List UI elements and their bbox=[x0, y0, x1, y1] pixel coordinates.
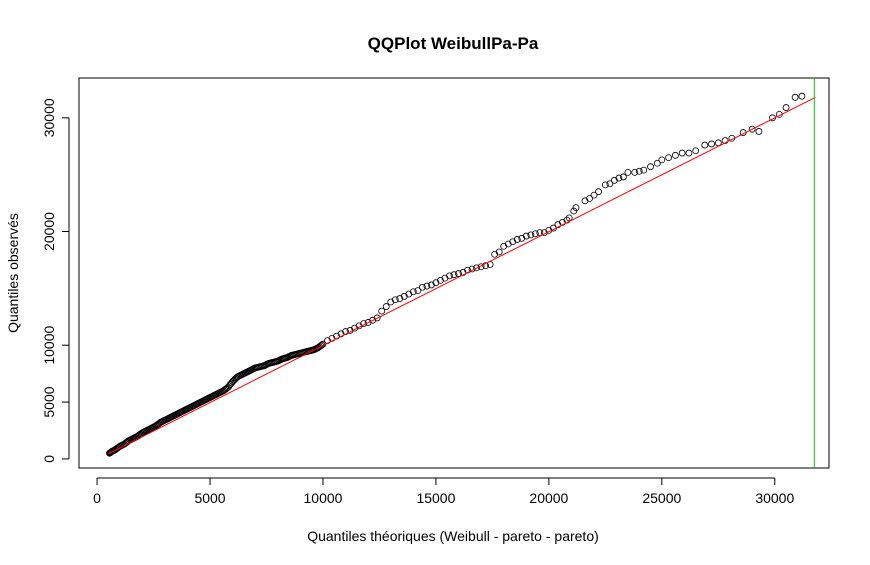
x-axis-label: Quantiles théoriques (Weibull - pareto -… bbox=[307, 528, 599, 544]
data-point bbox=[450, 271, 458, 279]
data-point bbox=[631, 168, 639, 176]
data-point bbox=[791, 93, 799, 101]
data-point bbox=[658, 156, 666, 164]
data-point bbox=[137, 430, 145, 438]
data-point bbox=[106, 449, 114, 457]
data-points bbox=[106, 92, 806, 457]
data-point bbox=[364, 319, 372, 326]
y-axis-label: Quantiles observés bbox=[5, 213, 21, 333]
data-point bbox=[235, 372, 243, 380]
y-tick-label: 20000 bbox=[41, 212, 57, 251]
data-point bbox=[635, 167, 643, 175]
y-tick-label: 5000 bbox=[41, 386, 57, 417]
x-axis: 0 5000 10000 15000 20000 25000 30000 bbox=[93, 477, 794, 506]
data-point bbox=[798, 92, 806, 100]
data-point bbox=[671, 151, 679, 159]
data-point bbox=[473, 264, 480, 272]
y-tick-label: 30000 bbox=[41, 98, 57, 137]
x-tick-label: 0 bbox=[93, 490, 101, 506]
data-point bbox=[782, 104, 790, 111]
data-point bbox=[428, 281, 435, 289]
data-point bbox=[701, 141, 709, 149]
data-point bbox=[581, 197, 589, 205]
data-point bbox=[721, 137, 729, 144]
data-point bbox=[620, 173, 627, 181]
data-point bbox=[396, 295, 404, 302]
data-point bbox=[500, 242, 508, 250]
y-tick-label: 10000 bbox=[41, 326, 57, 365]
data-point bbox=[570, 207, 578, 215]
x-tick-label: 10000 bbox=[304, 490, 343, 506]
data-point bbox=[382, 303, 390, 310]
data-point bbox=[685, 149, 693, 157]
data-point bbox=[610, 176, 618, 184]
data-point bbox=[536, 229, 544, 237]
x-tick-label: 20000 bbox=[529, 490, 568, 506]
data-point bbox=[565, 214, 573, 222]
data-point bbox=[640, 166, 648, 174]
data-point bbox=[653, 159, 661, 167]
data-point bbox=[231, 375, 239, 383]
data-point bbox=[606, 180, 614, 188]
data-point bbox=[232, 374, 240, 382]
data-point bbox=[418, 283, 426, 291]
data-point bbox=[708, 140, 715, 148]
x-tick-label: 25000 bbox=[642, 490, 681, 506]
data-point bbox=[595, 188, 602, 196]
data-point bbox=[477, 263, 485, 271]
data-point bbox=[155, 419, 163, 427]
data-point bbox=[223, 384, 231, 392]
data-point bbox=[678, 149, 686, 157]
data-point bbox=[423, 282, 431, 290]
data-point bbox=[755, 128, 763, 135]
data-point bbox=[455, 270, 462, 277]
x-tick-label: 5000 bbox=[194, 490, 225, 506]
data-point bbox=[378, 307, 386, 315]
data-point bbox=[518, 234, 526, 242]
data-point bbox=[692, 147, 700, 155]
data-point bbox=[647, 163, 654, 171]
data-point bbox=[226, 381, 234, 388]
data-point bbox=[665, 154, 673, 161]
plot-frame bbox=[78, 77, 830, 469]
data-point bbox=[531, 230, 539, 238]
data-point bbox=[748, 125, 756, 133]
data-point bbox=[572, 204, 580, 212]
reference-fit-line bbox=[108, 96, 816, 455]
data-point bbox=[387, 298, 395, 306]
x-tick-label: 15000 bbox=[416, 490, 455, 506]
y-tick-label: 0 bbox=[41, 455, 57, 463]
data-point bbox=[414, 287, 422, 295]
chart-title: QQPlot WeibullPa-Pa bbox=[368, 34, 539, 53]
x-tick-label: 30000 bbox=[755, 490, 794, 506]
data-point bbox=[527, 231, 535, 239]
data-point bbox=[624, 168, 632, 176]
data-point bbox=[491, 250, 499, 258]
data-point bbox=[601, 181, 609, 189]
y-axis: 0 5000 10000 20000 30000 bbox=[41, 98, 70, 463]
data-point bbox=[590, 191, 598, 199]
